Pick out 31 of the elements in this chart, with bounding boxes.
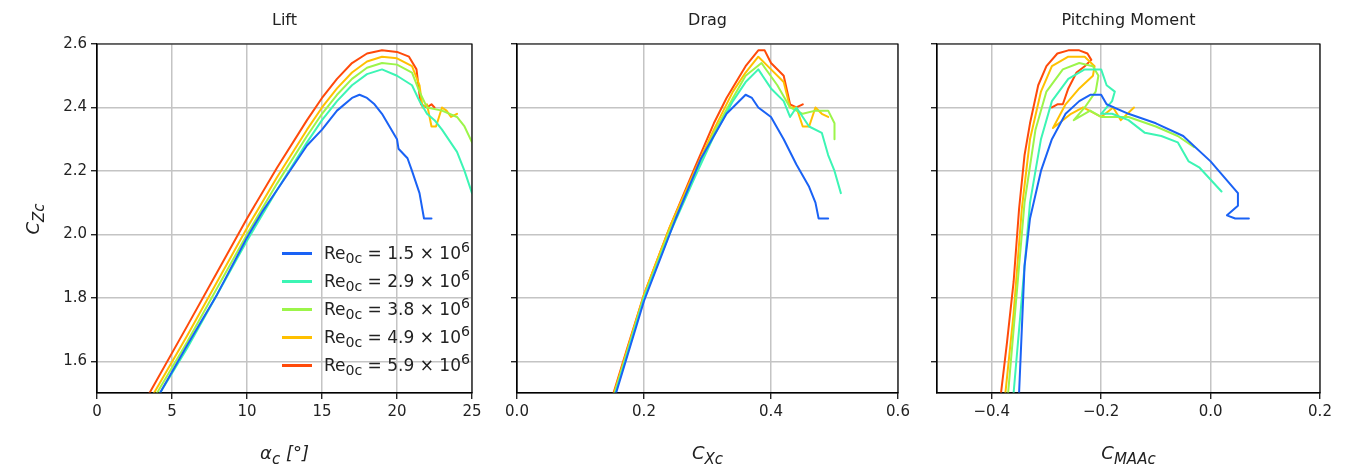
x-axis-title: C$_{MAAc}$ [1100, 442, 1157, 468]
chart-title: Lift [271, 10, 298, 29]
x-tick-label: 0 [92, 401, 102, 420]
x-tick-label: 0.4 [759, 401, 783, 420]
x-axis-title: C$_{Xc}$ [690, 442, 725, 468]
legend-label: Re$_{0c}$ = 1.5 × 10$^{6}$ [323, 239, 470, 267]
x-tick-label: 10 [237, 401, 257, 420]
x-axis-title: α$_{c}$ [°] [259, 442, 310, 468]
y-tick-label: 2.4 [63, 97, 87, 116]
x-tick-label: −0.4 [973, 401, 1010, 420]
x-tick-label: 0.2 [1308, 401, 1332, 420]
x-tick-label: 25 [462, 401, 482, 420]
legend-label: Re$_{0c}$ = 3.8 × 10$^{6}$ [323, 295, 470, 323]
x-tick-label: 0.0 [1198, 401, 1223, 420]
y-tick-label: 1.8 [63, 287, 87, 306]
legend-label: Re$_{0c}$ = 2.9 × 10$^{6}$ [323, 267, 470, 295]
chart-title: Drag [687, 10, 728, 29]
x-tick-label: 0.6 [886, 401, 910, 420]
x-tick-label: 5 [167, 401, 177, 420]
y-tick-label: 1.6 [63, 351, 87, 370]
x-tick-label: 0.2 [632, 401, 656, 420]
x-tick-label: −0.2 [1082, 401, 1120, 420]
y-tick-label: 2.6 [63, 33, 87, 52]
x-tick-label: 0.0 [505, 401, 529, 420]
x-tick-label: 15 [312, 401, 332, 420]
y-tick-label: 2.2 [63, 160, 87, 179]
x-tick-label: 20 [387, 401, 407, 420]
legend-label: Re$_{0c}$ = 4.9 × 10$^{6}$ [323, 323, 470, 351]
chart-title: Pitching Moment [1060, 10, 1197, 29]
y-tick-label: 2.0 [63, 224, 87, 243]
legend-label: Re$_{0c}$ = 5.9 × 10$^{6}$ [323, 351, 470, 379]
